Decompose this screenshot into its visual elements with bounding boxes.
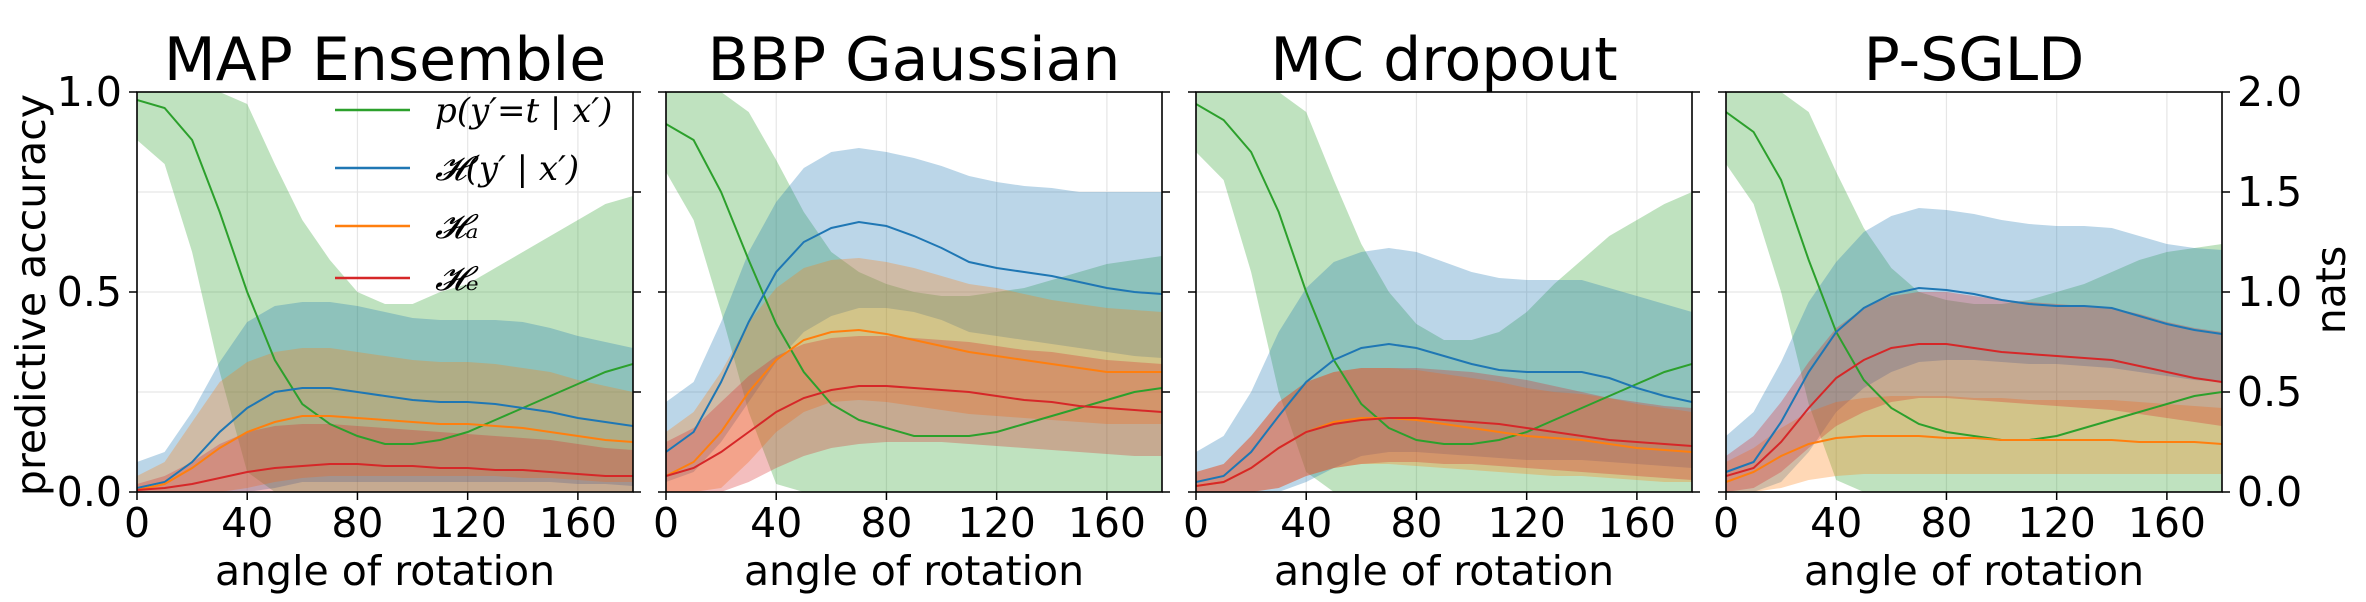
x-tick-label: 80 — [331, 499, 383, 547]
series-band-4 — [1196, 368, 1692, 492]
panels-layer: 0 40 80 120 160 0.0 0.5 1.0 MAP Ensemble angle of… — [57, 25, 2302, 595]
series-line-3 — [666, 328, 1162, 477]
x-tick-label: 40 — [221, 499, 273, 547]
series-band-1 — [1726, 92, 2222, 492]
x-tick-label: 0 — [124, 499, 150, 547]
x-tick-label: 0 — [1713, 499, 1739, 547]
series-line-1 — [666, 123, 1162, 437]
series-line-4 — [666, 385, 1162, 477]
right-y-tick-label: 1.5 — [2237, 168, 2302, 216]
series-band-4 — [137, 424, 633, 492]
legend: p(y′=t | x′) 𝓗(y′ | x′) 𝓗ₐ 𝓗ₑ — [335, 91, 612, 299]
panel-4: 0 40 80 120 160 0.0 0.5 1.0 1.5 2.0 P-SGLD angle of… — [1713, 25, 2302, 595]
legend-label-aleatoric: 𝓗ₐ — [435, 207, 479, 247]
x-tick-label: 80 — [860, 499, 912, 547]
x-tick-label: 120 — [429, 499, 507, 547]
x-axis-label: angle of rotation — [1274, 547, 1614, 595]
plot-area — [137, 92, 633, 492]
x-tick-label: 160 — [1598, 499, 1676, 547]
x-tick-label: 160 — [2128, 499, 2206, 547]
right-y-tick-label: 0.5 — [2237, 368, 2302, 416]
x-tick-label: 40 — [1810, 499, 1862, 547]
x-tick-label: 0 — [1183, 499, 1209, 547]
x-tick-label: 80 — [1920, 499, 1972, 547]
x-tick-label: 160 — [1068, 499, 1146, 547]
panel-title: MAP Ensemble — [164, 25, 606, 95]
left-y-tick-label: 0.0 — [57, 468, 122, 516]
series-band-2 — [1196, 248, 1692, 492]
x-tick-label: 120 — [2018, 499, 2096, 547]
series-line-2 — [1196, 342, 1692, 483]
x-axis-label: angle of rotation — [1804, 547, 2144, 595]
series-line-4 — [1196, 417, 1692, 487]
legend-label-accuracy: p(y′=t | x′) — [435, 91, 612, 131]
series-band-4 — [666, 336, 1162, 492]
series-band-3 — [1196, 368, 1692, 492]
x-tick-label: 120 — [958, 499, 1036, 547]
series-band-2 — [1726, 208, 2222, 492]
series-line-2 — [666, 220, 1162, 453]
x-axis-label: angle of rotation — [215, 547, 555, 595]
series-line-3 — [137, 415, 633, 491]
series-line-2 — [137, 387, 633, 489]
series-band-1 — [666, 92, 1162, 492]
right-y-tick-label: 2.0 — [2237, 68, 2302, 116]
panel-3: 0 40 80 120 160 MC dropout angle of rotation — [1183, 25, 1700, 595]
series-line-3 — [1726, 435, 2222, 483]
x-tick-label: 80 — [1390, 499, 1442, 547]
series-band-4 — [1726, 292, 2222, 492]
series-band-1 — [137, 92, 633, 492]
series-line-1 — [1726, 111, 2222, 441]
series-line-1 — [137, 99, 633, 445]
panel-title: BBP Gaussian — [708, 25, 1121, 95]
panel-title: P-SGLD — [1864, 25, 2085, 95]
series-line-4 — [1726, 343, 2222, 477]
series-band-3 — [1726, 396, 2222, 492]
panel-title: MC dropout — [1270, 25, 1617, 95]
series-band-3 — [666, 258, 1162, 492]
left-y-tick-label: 0.5 — [57, 268, 122, 316]
x-tick-label: 40 — [1280, 499, 1332, 547]
series-line-2 — [1726, 286, 2222, 473]
plot-area — [666, 92, 1162, 492]
x-tick-label: 160 — [539, 499, 617, 547]
left-axis-label: predictive accuracy — [7, 94, 55, 496]
panel-1: 0 40 80 120 160 0.0 0.5 1.0 MAP Ensemble angle of… — [57, 25, 641, 595]
series-line-1 — [1196, 103, 1692, 445]
plot-area — [1196, 92, 1692, 492]
plot-area — [1726, 92, 2222, 492]
series-line-4 — [137, 463, 633, 491]
x-tick-label: 0 — [653, 499, 679, 547]
right-y-tick-label: 1.0 — [2237, 268, 2302, 316]
series-band-2 — [666, 148, 1162, 482]
series-band-1 — [1196, 92, 1692, 492]
x-tick-label: 40 — [750, 499, 802, 547]
right-axis-label: nats — [2307, 246, 2355, 335]
legend-label-epistemic: 𝓗ₑ — [435, 259, 479, 299]
legend-label-total-entropy: 𝓗(y′ | x′) — [435, 149, 579, 189]
left-y-tick-label: 1.0 — [57, 68, 122, 116]
right-y-tick-label: 0.0 — [2237, 468, 2302, 516]
x-axis-label: angle of rotation — [744, 547, 1084, 595]
x-tick-label: 120 — [1488, 499, 1566, 547]
panel-2: 0 40 80 120 160 BBP Gaussian angle of rotation — [653, 25, 1170, 595]
